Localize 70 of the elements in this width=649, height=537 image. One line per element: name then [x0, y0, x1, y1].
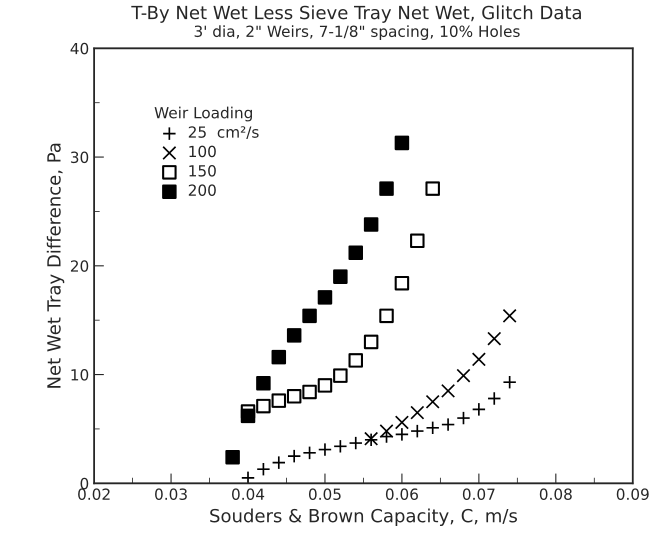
- point: [272, 350, 286, 364]
- point: [333, 439, 348, 454]
- point: [286, 328, 302, 343]
- point: [256, 376, 271, 391]
- y-tick-label: 20: [70, 260, 88, 272]
- point: [256, 462, 270, 476]
- point: [240, 408, 256, 424]
- point: [394, 427, 409, 442]
- point: [302, 384, 317, 400]
- x-tick-label: 0.09: [616, 488, 649, 500]
- legend-label: 100: [189, 146, 216, 158]
- legend-label: 25 cm²/s: [188, 126, 259, 140]
- point: [472, 352, 486, 366]
- point: [318, 378, 332, 393]
- point: [333, 368, 348, 383]
- x-tick-label: 0.08: [540, 488, 572, 500]
- point: [502, 308, 517, 323]
- point: [302, 446, 317, 460]
- x-axis-title: Souders & Brown Capacity, C, m/s: [210, 508, 517, 526]
- point: [256, 398, 271, 414]
- point: [426, 420, 440, 435]
- point: [379, 308, 394, 324]
- point: [302, 308, 317, 324]
- point: [502, 375, 517, 390]
- y-tick-label: 0: [80, 478, 88, 490]
- y-tick-label: 40: [70, 42, 88, 54]
- x-tick-label: 0.04: [232, 488, 264, 500]
- point: [348, 246, 363, 260]
- point: [272, 456, 286, 470]
- legend-label: 200: [188, 184, 216, 196]
- point: [410, 406, 424, 420]
- point: [441, 418, 456, 432]
- x-tick-label: 0.07: [462, 488, 495, 500]
- point: [225, 450, 240, 464]
- point: [318, 442, 332, 457]
- legend-label: 150: [189, 165, 216, 177]
- y-axis-title: Net Wet Tray Difference, Pa: [46, 144, 64, 388]
- x-tick-label: 0.05: [308, 488, 341, 500]
- point: [410, 234, 425, 248]
- x-tick-label: 0.02: [78, 488, 110, 500]
- point: [333, 269, 348, 284]
- point: [272, 393, 286, 408]
- point: [456, 368, 471, 383]
- point: [364, 334, 378, 350]
- point: [487, 391, 502, 406]
- x-tick-label: 0.06: [386, 488, 418, 500]
- point: [426, 394, 440, 409]
- legend-title: Weir Loading: [154, 106, 252, 122]
- point: [286, 389, 302, 404]
- y-tick-label: 10: [71, 369, 88, 381]
- point: [487, 332, 502, 346]
- point: [472, 402, 486, 416]
- point: [240, 470, 256, 484]
- point: [410, 424, 424, 438]
- point: [394, 415, 409, 430]
- point: [456, 411, 471, 426]
- chart-title: T-By Net Wet Less Sieve Tray Net Wet, Glitch Data: [131, 5, 581, 23]
- point: [441, 384, 456, 398]
- y-tick-label: 30: [70, 152, 88, 164]
- point: [348, 436, 363, 450]
- point: [394, 276, 410, 290]
- point: [425, 181, 440, 196]
- chart-subtitle: 3' dia, 2" Weirs, 7-1/8" spacing, 10% Holes: [194, 25, 520, 40]
- point: [348, 353, 363, 368]
- point: [379, 181, 394, 196]
- point: [364, 217, 378, 232]
- point: [394, 136, 410, 150]
- point: [318, 290, 332, 305]
- x-tick-label: 0.03: [155, 488, 187, 500]
- point: [287, 449, 302, 464]
